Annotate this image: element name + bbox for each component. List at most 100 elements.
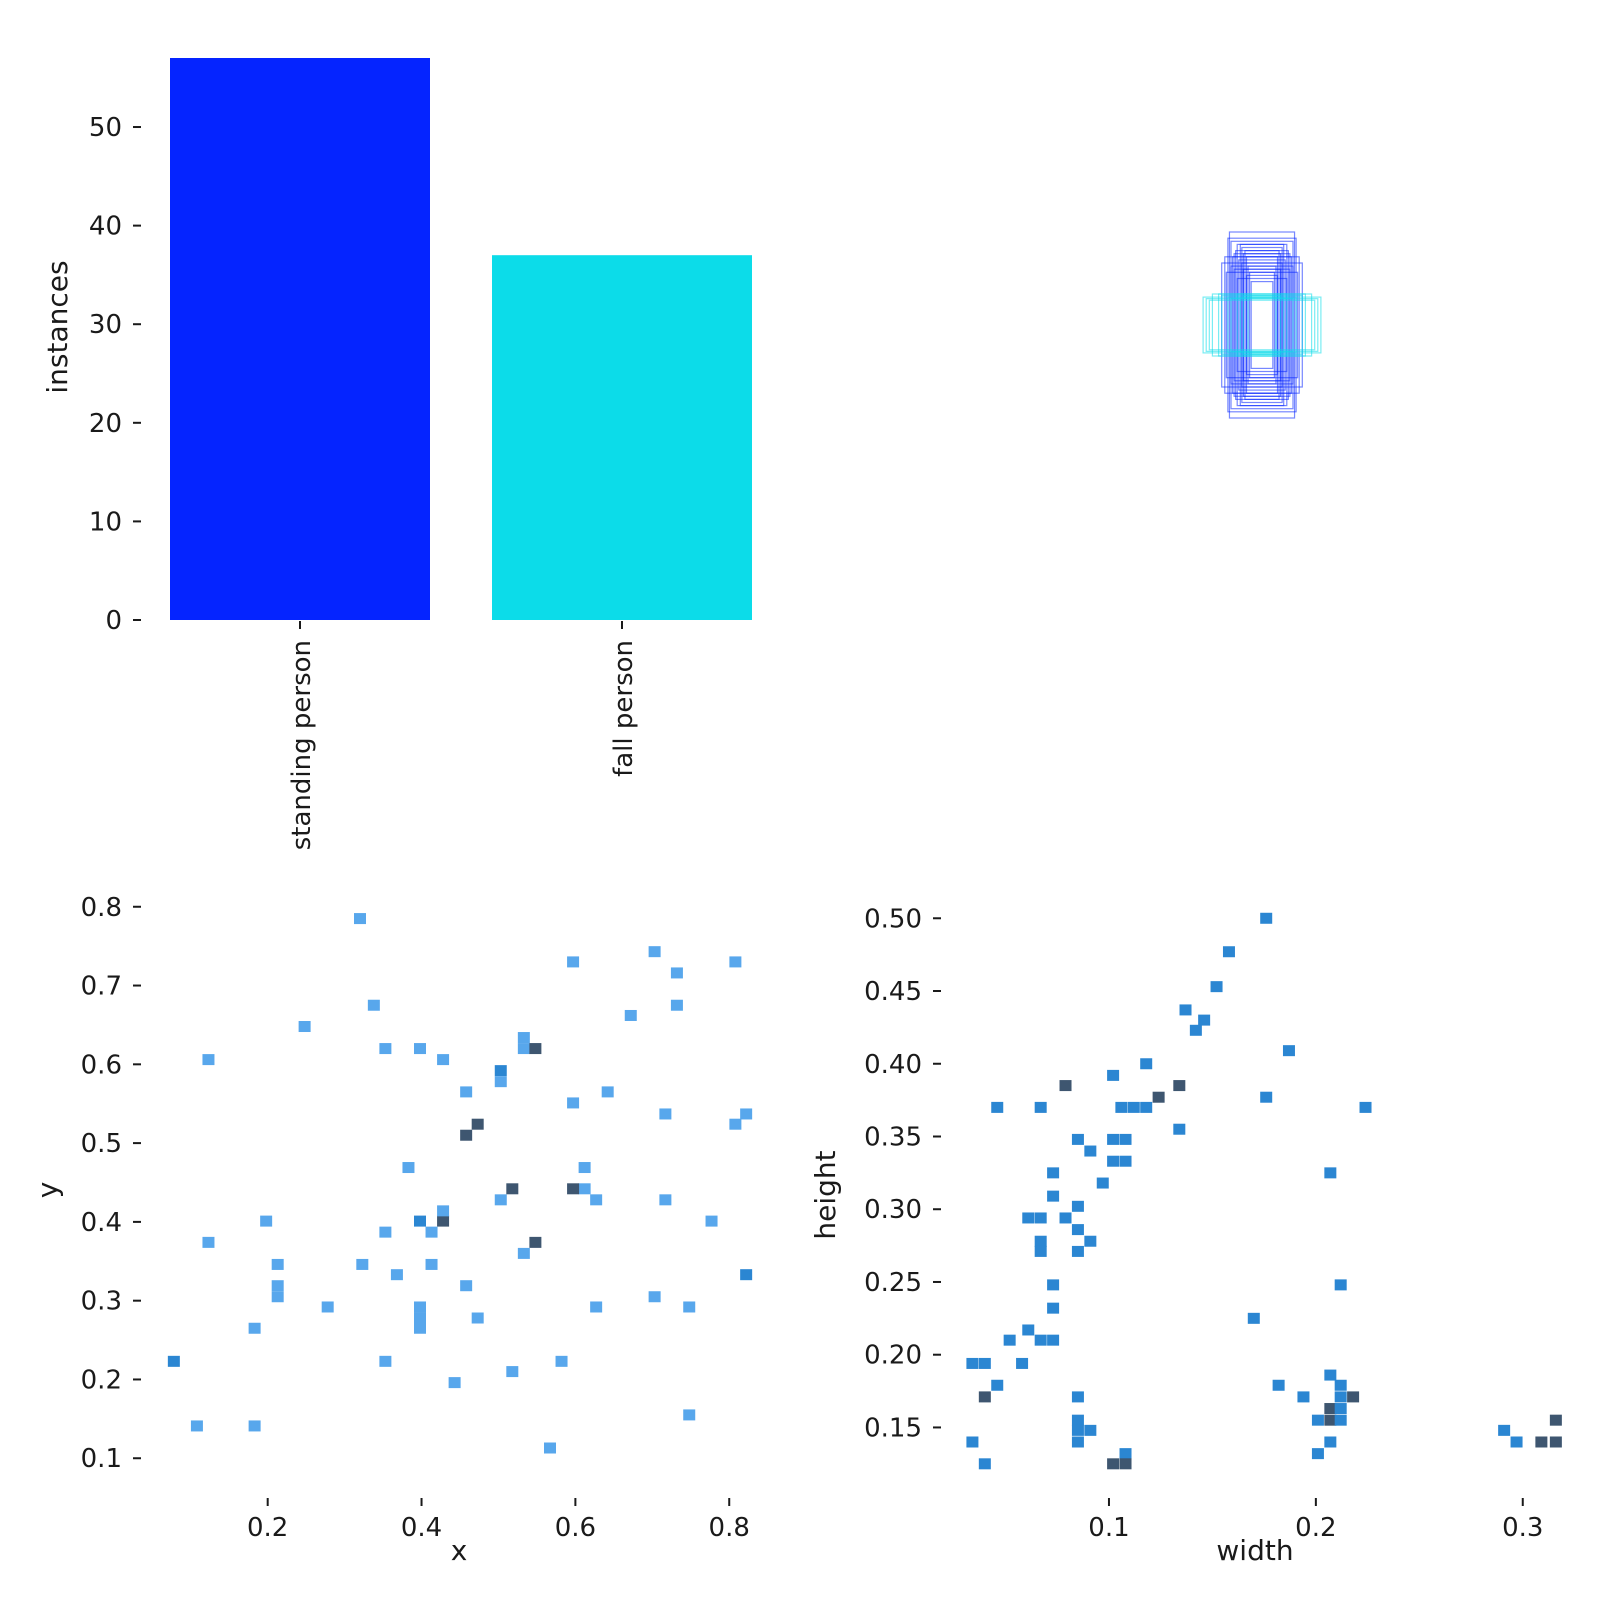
heatmap-cell — [1034, 1334, 1047, 1346]
heatmap-cell — [248, 1420, 261, 1432]
heatmap-cell — [670, 999, 683, 1011]
heatmap-cell — [414, 1215, 426, 1227]
heatmap-cell — [578, 1183, 591, 1195]
heatmap-cell — [544, 1442, 556, 1454]
heatmap-cell — [1084, 1235, 1097, 1247]
heatmap-cell — [978, 1458, 991, 1470]
class-instances-bar-chart: instances 0 10 20 30 40 50 standing person fall… — [41, 58, 752, 850]
ytick-label: 0.7 — [81, 972, 122, 1002]
heatmap-cell — [555, 1355, 568, 1367]
heatmap-cell — [1297, 1391, 1310, 1403]
heatmap-cell — [202, 1236, 215, 1248]
heatmap-cell — [1107, 1458, 1120, 1470]
heatmap-cell — [670, 967, 683, 979]
heatmap-cell — [414, 1322, 426, 1334]
bar-ytick-label: 30 — [89, 310, 122, 340]
heatmap-cell — [1324, 1436, 1337, 1448]
heatmap-cell — [966, 1436, 979, 1448]
heatmap-cell — [437, 1205, 450, 1217]
heatmap-cell — [1189, 1024, 1202, 1036]
bbox-standing-person — [1245, 256, 1279, 394]
heatmap-cell — [1334, 1279, 1347, 1291]
heatmap-cell — [1140, 1101, 1153, 1113]
xtick-label: 0.4 — [401, 1513, 442, 1543]
heatmap-cell — [506, 1183, 519, 1195]
heatmap-cell — [601, 1086, 614, 1098]
heatmap-cell — [460, 1086, 473, 1098]
heatmap-cell — [966, 1357, 979, 1369]
heatmap-cell — [1210, 981, 1223, 993]
xtick-label: 0.8 — [709, 1513, 750, 1543]
heatmap-cell — [1324, 1414, 1337, 1426]
heatmap-cell — [1247, 1312, 1260, 1324]
heatmap-cell — [390, 1269, 403, 1281]
ytick-label: 0.3 — [81, 1287, 122, 1317]
heatmap-cell — [567, 1097, 580, 1109]
heatmap-cell — [471, 1312, 484, 1324]
heatmap-cell — [367, 999, 380, 1011]
ytick-label: 0.35 — [864, 1122, 922, 1152]
ytick-label: 0.5 — [81, 1129, 122, 1159]
xtick-label: 0.2 — [1295, 1513, 1336, 1543]
heatmap-cell — [1071, 1200, 1084, 1212]
bbox-fall-person — [1230, 298, 1294, 352]
heatmap-cell — [991, 1101, 1004, 1113]
heatmap-cell — [1260, 1091, 1273, 1103]
ytick-label: 0.8 — [81, 893, 122, 923]
heatmap-cell — [425, 1258, 438, 1270]
bar-ytick-label: 50 — [89, 113, 122, 143]
ytick-label: 0.4 — [81, 1208, 122, 1238]
heatmap-cell — [1059, 1080, 1072, 1092]
heatmap-cell — [271, 1291, 284, 1303]
heatmap-cell — [978, 1391, 991, 1403]
heatmap-cell — [1034, 1235, 1047, 1247]
bar-ytick-label: 10 — [89, 507, 122, 537]
heatmap-cell — [683, 1409, 696, 1421]
heatmap-cell — [1034, 1101, 1047, 1113]
heatmap-cell — [298, 1021, 311, 1033]
heatmap-cell — [1071, 1436, 1084, 1448]
heatmap-cell — [1022, 1324, 1035, 1336]
heatmap-cell — [437, 1054, 450, 1066]
heatmap-cell — [1047, 1334, 1060, 1346]
heatmap-cell — [1119, 1458, 1132, 1470]
heatmap-cell — [190, 1420, 203, 1432]
heatmap-cell — [1198, 1014, 1211, 1026]
ytick-label: 0.15 — [864, 1413, 922, 1443]
heatmap-cell — [1084, 1145, 1097, 1157]
bbox-standing-person — [1225, 271, 1299, 379]
heatmap-cell — [1059, 1212, 1072, 1224]
heatmap-cell — [624, 1009, 637, 1021]
heatmap-cell — [590, 1301, 603, 1313]
bbox-fall-person — [1217, 293, 1306, 357]
wh-xlabel: width — [1216, 1534, 1293, 1567]
heatmap-cell — [1334, 1403, 1347, 1415]
xtick-label: 0.2 — [247, 1513, 288, 1543]
heatmap-cell — [1107, 1133, 1120, 1145]
heatmap-cell — [659, 1108, 672, 1120]
heatmap-cell — [1311, 1414, 1324, 1426]
xtick-label: 0.3 — [1502, 1513, 1543, 1543]
heatmap-cell — [202, 1054, 215, 1066]
heatmap-cell — [1071, 1391, 1084, 1403]
heatmap-cell — [1096, 1177, 1109, 1189]
heatmap-cell — [167, 1355, 180, 1367]
heatmap-cell — [517, 1032, 530, 1044]
ytick-label: 0.40 — [864, 1050, 922, 1080]
heatmap-cell — [567, 956, 580, 968]
heatmap-cell — [1119, 1133, 1132, 1145]
heatmap-cell — [494, 1065, 507, 1077]
heatmap-cell — [1359, 1101, 1372, 1113]
heatmap-cell — [578, 1162, 591, 1174]
heatmap-cell — [1071, 1424, 1084, 1436]
heatmap-cell — [529, 1043, 542, 1055]
heatmap-cell — [354, 913, 366, 925]
bbox-standing-person — [1250, 281, 1274, 370]
bar-ytick-label: 0 — [105, 606, 122, 636]
heatmap-cell — [978, 1357, 991, 1369]
heatmap-cell — [1003, 1334, 1016, 1346]
xy-center-heatmap: x y 0.2 0.4 0.6 0.8 0.1 0.2 0.3 0.4 0.5 0.6 0.7 0.8 — [31, 893, 753, 1567]
wh-ylabel: height — [809, 1150, 842, 1239]
heatmap-cell — [991, 1379, 1004, 1391]
width-height-heatmap: width height 0.1 0.2 0.3 0.15 0.20 0.25 0.30 0.… — [809, 904, 1562, 1567]
